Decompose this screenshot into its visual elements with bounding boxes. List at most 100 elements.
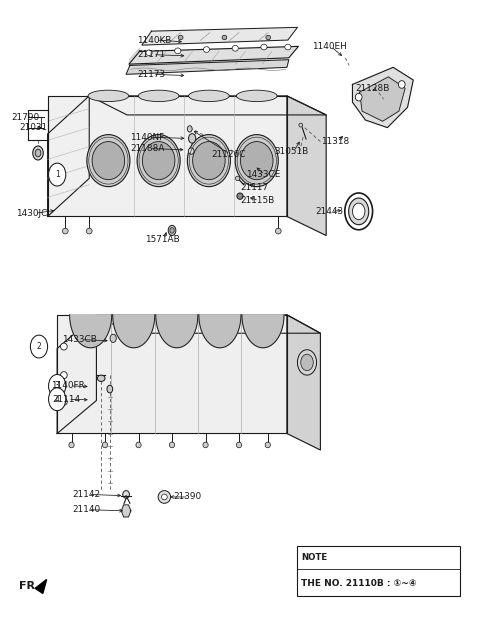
Text: 21142: 21142 xyxy=(72,490,101,499)
Ellipse shape xyxy=(137,135,180,186)
Ellipse shape xyxy=(301,354,313,371)
Ellipse shape xyxy=(192,142,225,179)
Text: 21443: 21443 xyxy=(316,207,344,216)
Ellipse shape xyxy=(237,90,277,102)
Polygon shape xyxy=(121,505,131,517)
Polygon shape xyxy=(89,96,326,115)
Ellipse shape xyxy=(187,135,230,186)
Ellipse shape xyxy=(86,228,92,234)
Ellipse shape xyxy=(138,90,179,102)
Ellipse shape xyxy=(87,135,130,186)
Text: 1140FR: 1140FR xyxy=(51,382,84,391)
Ellipse shape xyxy=(88,90,129,102)
Text: 21173: 21173 xyxy=(137,70,165,79)
Ellipse shape xyxy=(107,385,113,393)
Circle shape xyxy=(48,163,66,186)
Ellipse shape xyxy=(168,225,176,235)
Ellipse shape xyxy=(204,46,210,52)
Ellipse shape xyxy=(189,90,229,102)
Text: 21790: 21790 xyxy=(11,113,39,122)
Text: 1433CE: 1433CE xyxy=(246,170,280,179)
Circle shape xyxy=(48,375,66,398)
Polygon shape xyxy=(242,315,284,348)
Ellipse shape xyxy=(146,50,152,55)
Polygon shape xyxy=(113,315,155,348)
Text: 1433CB: 1433CB xyxy=(62,335,97,344)
Ellipse shape xyxy=(222,35,227,39)
Ellipse shape xyxy=(236,176,240,181)
Polygon shape xyxy=(287,315,321,450)
Polygon shape xyxy=(57,315,287,434)
Polygon shape xyxy=(96,315,321,333)
Circle shape xyxy=(48,388,66,411)
Ellipse shape xyxy=(161,494,167,500)
Ellipse shape xyxy=(188,148,194,155)
Text: NOTE: NOTE xyxy=(301,553,327,562)
Ellipse shape xyxy=(158,490,170,503)
Ellipse shape xyxy=(237,442,241,448)
Polygon shape xyxy=(360,77,405,121)
Text: 21126C: 21126C xyxy=(211,149,246,159)
Ellipse shape xyxy=(187,126,192,132)
Text: 21114: 21114 xyxy=(52,395,81,404)
Text: 21390: 21390 xyxy=(173,492,201,501)
Polygon shape xyxy=(70,315,112,348)
Ellipse shape xyxy=(189,134,196,143)
Circle shape xyxy=(30,335,48,358)
Text: 21031: 21031 xyxy=(19,123,47,132)
Ellipse shape xyxy=(398,81,405,88)
Ellipse shape xyxy=(345,193,372,230)
Ellipse shape xyxy=(60,343,67,350)
Ellipse shape xyxy=(352,203,365,219)
Ellipse shape xyxy=(348,198,369,225)
Text: THE NO. 21110B : ①~④: THE NO. 21110B : ①~④ xyxy=(301,579,417,588)
Ellipse shape xyxy=(237,193,243,199)
Ellipse shape xyxy=(143,142,175,179)
Text: 1571AB: 1571AB xyxy=(145,235,180,244)
Text: 21117: 21117 xyxy=(240,183,268,193)
Ellipse shape xyxy=(276,228,281,234)
Ellipse shape xyxy=(235,135,278,186)
Text: 2: 2 xyxy=(36,342,41,351)
Ellipse shape xyxy=(203,442,208,448)
Text: 1: 1 xyxy=(55,170,60,179)
Polygon shape xyxy=(352,67,413,128)
Ellipse shape xyxy=(92,142,125,179)
Text: 1140KB: 1140KB xyxy=(137,36,171,45)
Text: 1430JC: 1430JC xyxy=(16,209,48,218)
Polygon shape xyxy=(287,96,326,235)
FancyBboxPatch shape xyxy=(298,546,460,596)
Ellipse shape xyxy=(178,35,183,39)
Ellipse shape xyxy=(265,442,270,448)
Text: 21171: 21171 xyxy=(137,50,165,59)
Ellipse shape xyxy=(232,45,239,51)
Text: 21140: 21140 xyxy=(72,505,101,514)
Text: FR.: FR. xyxy=(19,581,39,591)
Polygon shape xyxy=(57,315,96,434)
Polygon shape xyxy=(199,315,241,348)
Polygon shape xyxy=(48,96,89,216)
Ellipse shape xyxy=(60,398,67,405)
Ellipse shape xyxy=(355,93,362,101)
Text: 31051B: 31051B xyxy=(275,147,309,156)
Text: 4: 4 xyxy=(55,395,60,404)
Ellipse shape xyxy=(69,442,74,448)
Ellipse shape xyxy=(60,371,67,378)
Ellipse shape xyxy=(102,442,108,448)
Ellipse shape xyxy=(240,142,273,179)
Text: 3: 3 xyxy=(55,382,60,391)
Ellipse shape xyxy=(169,442,175,448)
Polygon shape xyxy=(156,315,198,348)
Text: 21128B: 21128B xyxy=(355,84,389,93)
Ellipse shape xyxy=(299,123,303,127)
Text: 21115B: 21115B xyxy=(240,196,274,205)
Ellipse shape xyxy=(261,44,267,50)
Polygon shape xyxy=(126,60,289,74)
Ellipse shape xyxy=(170,228,174,233)
Polygon shape xyxy=(129,46,299,64)
Text: 1140NF: 1140NF xyxy=(130,133,164,142)
Ellipse shape xyxy=(285,44,291,50)
Text: 1140EH: 1140EH xyxy=(312,42,347,51)
Text: 11318: 11318 xyxy=(322,137,349,146)
Ellipse shape xyxy=(136,442,141,448)
